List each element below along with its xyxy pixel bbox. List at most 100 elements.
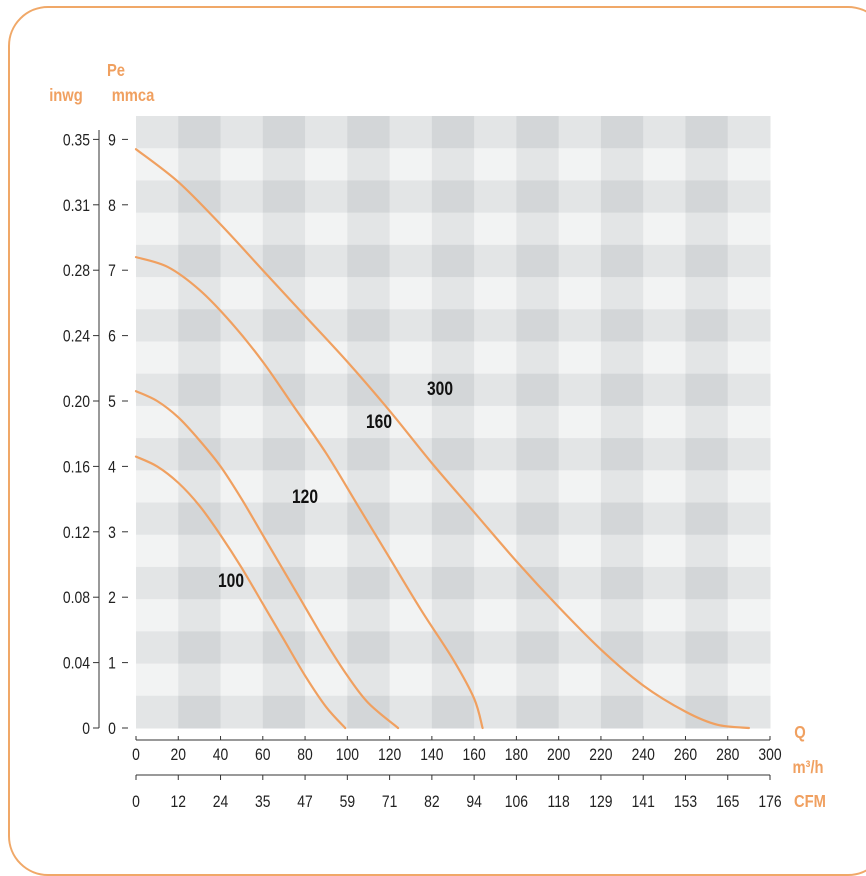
cfm-tick-label: 47 <box>297 793 312 812</box>
grid-cell <box>305 599 348 632</box>
grid-cell <box>305 180 348 214</box>
mmca-tick-label: 5 <box>108 393 116 412</box>
grid-cell <box>558 180 602 214</box>
mmca-tick-label: 4 <box>108 458 116 477</box>
grid-cell <box>305 309 348 342</box>
grid-cell <box>685 116 729 149</box>
grid-cell <box>643 502 686 536</box>
grid-cell <box>685 309 729 342</box>
grid-cell <box>220 373 264 407</box>
grid-cell <box>600 470 644 504</box>
grid-cell <box>685 405 729 439</box>
curve-300 <box>134 148 750 730</box>
grid-cell <box>178 599 222 632</box>
cfm-tick-label: 24 <box>213 793 229 812</box>
grid-cell <box>643 405 686 439</box>
curve-label-300: 300 <box>427 378 453 400</box>
grid-cell <box>516 373 560 407</box>
grid-cell <box>685 534 729 568</box>
grid-cell <box>643 212 686 246</box>
mmca-tick-label: 6 <box>108 327 116 346</box>
grid-cell <box>516 470 560 504</box>
mmca-tick-label: 7 <box>108 262 116 281</box>
m3h-tick-label: 300 <box>758 746 782 765</box>
grid-cell <box>262 148 306 181</box>
cfm-tick-label: 59 <box>340 793 355 812</box>
grid-cell <box>516 309 560 342</box>
inwg-tick-label: 0.16 <box>63 458 90 477</box>
grid-cell <box>305 534 348 568</box>
inwg-tick-label: 0.04 <box>63 654 90 673</box>
grid-cell <box>558 341 602 375</box>
grid-cell <box>305 373 348 407</box>
grid-cell <box>136 244 179 278</box>
grid-cell <box>558 373 602 407</box>
q-axis-label: Q <box>794 723 806 743</box>
grid-cell <box>136 116 179 149</box>
mmca-tick-label: 0 <box>108 720 116 739</box>
grid-cell <box>136 180 179 214</box>
grid-cell <box>220 599 264 632</box>
grid-cell <box>262 309 306 342</box>
grid-cell <box>220 180 264 214</box>
inwg-axis-label: inwg <box>49 86 83 106</box>
mmca-tick-label: 9 <box>108 131 116 150</box>
grid-cell <box>685 277 729 310</box>
grid-cell <box>685 631 729 665</box>
grid-cell <box>262 695 306 729</box>
grid-cell <box>643 309 686 342</box>
grid-cell <box>305 566 348 600</box>
grid-cell <box>685 502 729 536</box>
m3h-tick-label: 80 <box>297 746 313 765</box>
mmca-tick-label: 8 <box>108 197 116 216</box>
grid-cell <box>685 244 729 278</box>
grid-cell <box>431 373 475 407</box>
grid-cell <box>727 599 771 632</box>
inwg-tick-label: 0.24 <box>63 327 90 346</box>
m3h-tick-label: 180 <box>505 746 529 765</box>
cfm-tick-label: 71 <box>382 793 397 812</box>
grid-cell <box>643 534 686 568</box>
grid-cell <box>431 534 475 568</box>
grid-cell <box>305 663 348 697</box>
grid-cell <box>347 502 391 536</box>
grid-cell <box>305 116 348 149</box>
mmca-tick-label: 2 <box>108 589 116 608</box>
grid-cell <box>727 148 771 181</box>
grid-cell <box>474 341 517 375</box>
grid-cell <box>389 663 433 697</box>
grid-cell <box>600 148 644 181</box>
grid-cell <box>727 116 771 149</box>
grid-cell <box>558 148 602 181</box>
grid-cell <box>600 566 644 600</box>
grid-cell <box>178 663 222 697</box>
grid-cell <box>600 180 644 214</box>
grid-cell <box>643 373 686 407</box>
grid-cell <box>516 502 560 536</box>
m3h-tick-label: 260 <box>674 746 698 765</box>
cfm-tick-label: 141 <box>632 793 655 812</box>
m3h-tick-label: 100 <box>336 746 360 765</box>
grid-cell <box>558 566 602 600</box>
grid-cell <box>558 599 602 632</box>
cfm-tick-label: 153 <box>674 793 697 812</box>
grid-cell <box>558 695 602 729</box>
grid-cell <box>474 180 517 214</box>
grid-cell <box>643 148 686 181</box>
grid-cell <box>685 566 729 600</box>
m3h-tick-label: 140 <box>420 746 444 765</box>
labels: 100 120 160 300 <box>218 378 453 592</box>
grid-cell <box>558 534 602 568</box>
grid-cell <box>347 599 391 632</box>
grid-cell <box>178 373 222 407</box>
grid-cell <box>727 277 771 310</box>
grid-cell <box>600 534 644 568</box>
grid-cell <box>431 277 475 310</box>
grid-cell <box>220 244 264 278</box>
grid-cell <box>474 244 517 278</box>
grid-cell <box>600 631 644 665</box>
grid-cell <box>474 309 517 342</box>
grid-cell <box>474 277 517 310</box>
mmca-axis-label: mmca <box>112 86 155 106</box>
grid-cell <box>136 212 179 246</box>
